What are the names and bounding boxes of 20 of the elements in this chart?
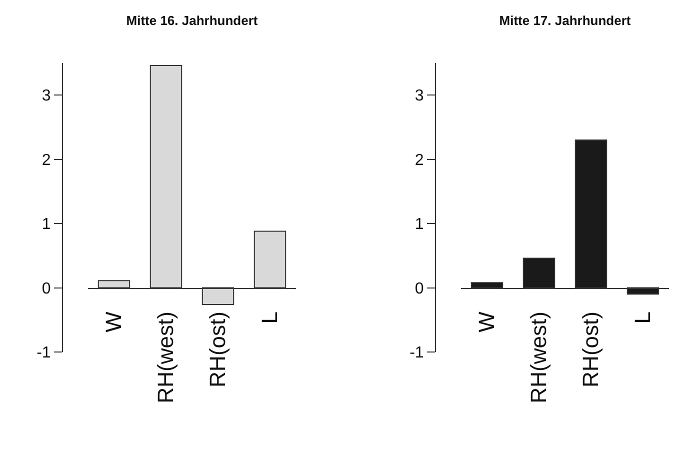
y-tick-label: 3 bbox=[42, 88, 51, 105]
y-tick-label: -1 bbox=[36, 344, 51, 362]
y-tick-label: 2 bbox=[414, 152, 424, 169]
x-tick-label: W bbox=[101, 311, 126, 332]
y-tick-label: 3 bbox=[414, 88, 424, 105]
y-tick-label: 1 bbox=[42, 216, 51, 234]
y-tick-label: 0 bbox=[42, 280, 51, 298]
y-tick-label: -1 bbox=[410, 344, 424, 362]
y-tick-label: 0 bbox=[414, 280, 424, 298]
x-tick-label: W bbox=[474, 311, 500, 332]
chart-title: Mitte 16. Jahrhundert bbox=[126, 12, 258, 28]
y-tick-label: 2 bbox=[42, 152, 51, 169]
x-tick-label: L bbox=[630, 312, 656, 324]
x-tick-label: RH(west) bbox=[526, 312, 552, 404]
chart-title: Mitte 17. Jahrhundert bbox=[499, 12, 632, 28]
y-tick-label: 1 bbox=[414, 216, 424, 234]
x-tick-label: RH(ost) bbox=[205, 312, 230, 388]
x-tick-label: L bbox=[257, 312, 282, 324]
x-tick-label: RH(ost) bbox=[578, 312, 604, 388]
x-tick-label: RH(west) bbox=[153, 312, 178, 404]
